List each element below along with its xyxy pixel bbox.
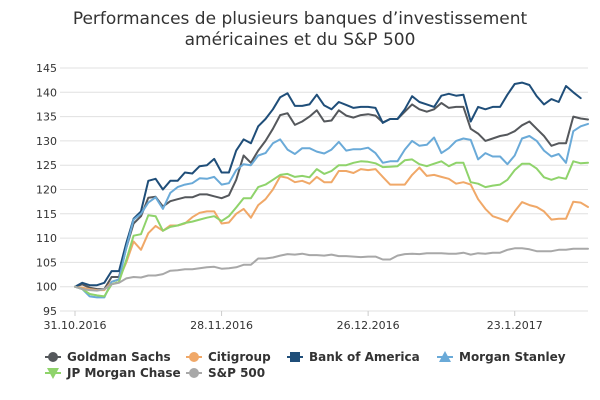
y-tick-label: 135: [36, 111, 57, 124]
chart-title-line-1: Performances de plusieurs banques d’inve…: [73, 9, 528, 29]
y-tick-label: 130: [36, 135, 57, 148]
series-line-morgan-stanley: [74, 122, 589, 299]
legend: Goldman Sachs Citigroup Bank of America Mor…: [45, 350, 566, 380]
y-tick-label: 100: [36, 281, 57, 294]
series-line-goldman-sachs: [74, 102, 589, 291]
chart-title-line-2: américaines et du S&P 500: [185, 30, 416, 50]
y-tick-label: 125: [36, 159, 57, 172]
legend-marker-bank-of-america: [290, 352, 300, 362]
y-tick-label: 110: [36, 232, 57, 245]
x-tick-label: 28.11.2016: [190, 319, 253, 332]
y-axis: 95 100 105 110 115 120 125 130 135 140 145: [36, 62, 57, 318]
legend-marker-jp-morgan-chase: [47, 368, 59, 379]
x-tick-label: 26.12.2016: [337, 319, 400, 332]
y-tick-label: 115: [36, 208, 57, 221]
legend-label-bank-of-america[interactable]: Bank of America: [309, 350, 420, 364]
series-line-s-p-500: [74, 247, 589, 292]
series-line-jp-morgan-chase: [74, 158, 589, 298]
legend-marker-citigroup: [189, 352, 199, 362]
legend-label-citigroup[interactable]: Citigroup: [208, 350, 271, 364]
series-line-citigroup: [74, 166, 589, 292]
legend-label-s-p-500[interactable]: S&P 500: [208, 366, 265, 380]
y-tick-label: 95: [43, 305, 57, 318]
legend-label-goldman-sachs[interactable]: Goldman Sachs: [67, 350, 171, 364]
plot-area: [74, 81, 589, 299]
legend-marker-goldman-sachs: [48, 352, 58, 362]
series-line-bank-of-america: [74, 81, 582, 288]
legend-marker-morgan-stanley: [439, 351, 451, 362]
x-tick-label: 23.1.2017: [487, 319, 543, 332]
y-tick-label: 140: [36, 86, 57, 99]
gridlines: [60, 67, 588, 312]
y-tick-label: 120: [36, 184, 57, 197]
x-tick-label: 31.10.2016: [44, 319, 107, 332]
legend-label-jp-morgan-chase[interactable]: JP Morgan Chase: [66, 366, 181, 380]
y-tick-label: 105: [36, 256, 57, 269]
y-tick-label: 145: [36, 62, 57, 75]
x-axis: 31.10.2016 28.11.2016 26.12.2016 23.1.2017: [44, 311, 543, 332]
legend-label-morgan-stanley[interactable]: Morgan Stanley: [459, 350, 566, 364]
legend-marker-s-p-500: [189, 368, 199, 378]
